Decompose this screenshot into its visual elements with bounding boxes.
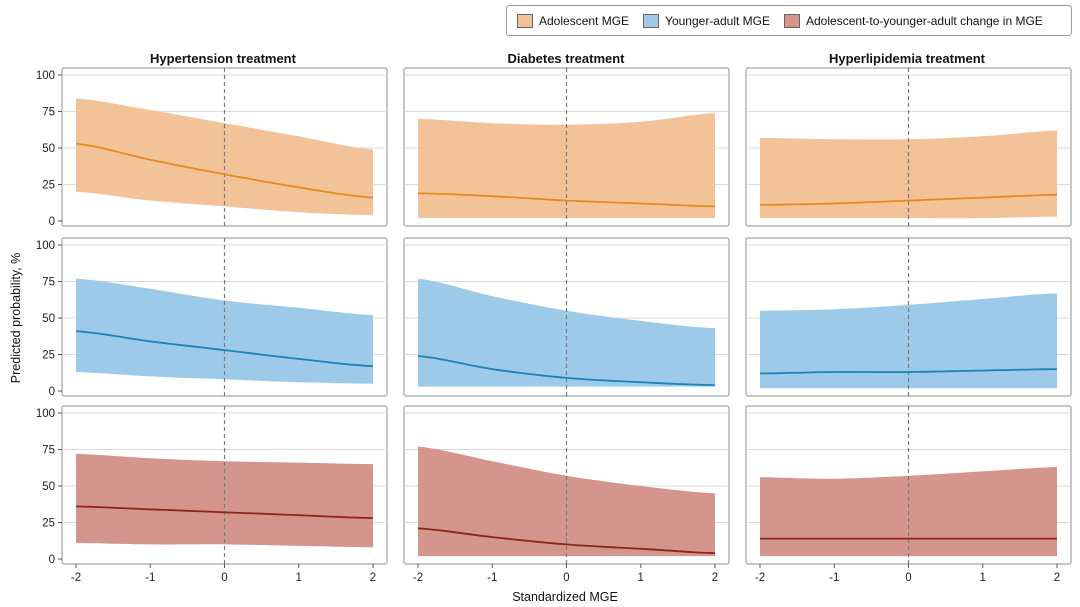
panel-hyperlipidemia-treatment-younger-adult-mge xyxy=(745,237,1072,397)
estimate-line xyxy=(75,330,374,368)
x-tick-label: -2 xyxy=(755,572,765,584)
legend-swatch-younger-adult xyxy=(643,13,660,28)
legend: Adolescent MGE Younger-adult MGE Adolesc… xyxy=(506,5,1072,36)
estimate-line xyxy=(417,355,716,387)
legend-label-change: Adolescent-to-younger-adult change in MG… xyxy=(806,13,1043,28)
y-tick-label: 75 xyxy=(42,107,55,119)
y-tick-label: 100 xyxy=(36,408,55,420)
x-tick-label: -1 xyxy=(487,572,497,584)
y-tick-label: 25 xyxy=(42,180,55,192)
panel-diabetes-treatment-adolescent-to-younger-adult-change-in-mge: -2 -1 0 1 2 xyxy=(403,405,730,584)
y-tick-label: 25 xyxy=(42,518,55,530)
column-title-hypertension: Hypertension treatment xyxy=(150,51,297,66)
x-tick-label: 2 xyxy=(1054,572,1060,584)
y-tick-label: 0 xyxy=(49,216,55,228)
panel-hypertension-treatment-adolescent-to-younger-adult-change-in-mge: 0 25 50 75 100 -2 -1 0 1 2 xyxy=(36,405,388,584)
y-axis-label: Predicted probability, % xyxy=(9,253,23,383)
x-axis-label: Standardized MGE xyxy=(512,590,618,604)
legend-label-adolescent: Adolescent MGE xyxy=(539,13,630,28)
estimate-line xyxy=(417,192,716,208)
y-tick-label: 25 xyxy=(42,350,55,362)
y-tick-label: 50 xyxy=(42,481,55,493)
panel-diabetes-treatment-younger-adult-mge xyxy=(403,237,730,397)
estimate-line xyxy=(417,527,716,555)
x-tick-label: -2 xyxy=(413,572,423,584)
confidence-band xyxy=(418,113,715,219)
estimate-line xyxy=(759,368,1058,375)
y-tick-label: 75 xyxy=(42,277,55,289)
x-tick-label: -1 xyxy=(145,572,155,584)
estimate-line xyxy=(75,142,374,199)
legend-label-younger-adult: Younger-adult MGE xyxy=(665,13,770,28)
column-title-hyperlipidemia: Hyperlipidemia treatment xyxy=(829,51,986,66)
legend-swatch-change xyxy=(784,13,800,28)
panel-diabetes-treatment-adolescent-mge xyxy=(403,67,730,227)
x-tick-label: 1 xyxy=(638,572,644,584)
legend-swatch-adolescent xyxy=(517,13,533,28)
panel-hyperlipidemia-treatment-adolescent-to-younger-adult-change-in-mge: -2 -1 0 1 2 xyxy=(745,405,1072,584)
x-tick-label: -2 xyxy=(71,572,81,584)
x-tick-label: 1 xyxy=(980,572,986,584)
column-title-diabetes: Diabetes treatment xyxy=(507,51,625,66)
legend-item-adolescent: Adolescent MGE xyxy=(517,13,630,28)
panel-hyperlipidemia-treatment-adolescent-mge xyxy=(745,67,1072,227)
panel-hypertension-treatment-younger-adult-mge: 0 25 50 75 100 xyxy=(36,237,388,398)
x-tick-label: 2 xyxy=(712,572,718,584)
estimate-line xyxy=(760,193,1058,206)
y-tick-label: 0 xyxy=(49,386,55,398)
confidence-band xyxy=(418,446,715,557)
panel-hypertension-treatment-adolescent-mge: 0 25 50 75 100 xyxy=(36,67,388,228)
confidence-band xyxy=(76,98,373,216)
y-tick-label: 75 xyxy=(42,445,55,457)
legend-item-change: Adolescent-to-younger-adult change in MG… xyxy=(784,13,1043,28)
x-tick-label: 0 xyxy=(563,572,569,584)
y-tick-label: 50 xyxy=(42,313,55,325)
y-tick-label: 100 xyxy=(36,70,55,82)
x-tick-label: -1 xyxy=(829,572,839,584)
estimate-line xyxy=(75,505,374,519)
y-tick-label: 100 xyxy=(36,240,55,252)
x-tick-label: 0 xyxy=(905,572,911,584)
confidence-band xyxy=(760,293,1057,389)
y-tick-label: 50 xyxy=(42,143,55,155)
legend-item-younger-adult: Younger-adult MGE xyxy=(643,13,770,28)
x-tick-label: 2 xyxy=(370,572,376,584)
x-tick-label: 1 xyxy=(296,572,302,584)
y-tick-label: 0 xyxy=(49,554,55,566)
x-tick-label: 0 xyxy=(221,572,227,584)
